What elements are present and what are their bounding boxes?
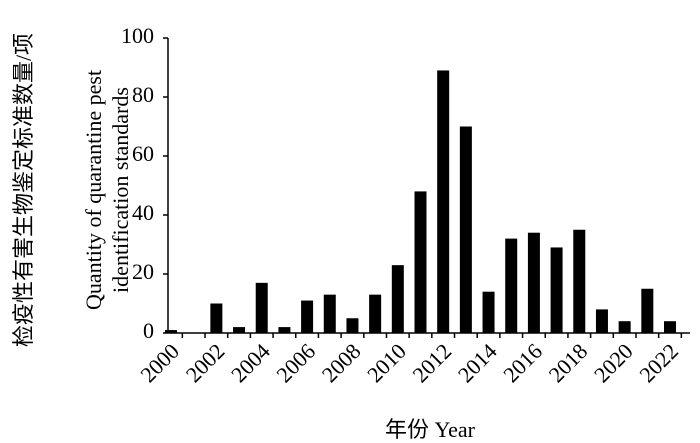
bar: [595, 309, 608, 333]
y-axis-label-en: identification standards: [108, 87, 133, 293]
y-tick-label: 60: [132, 141, 154, 166]
x-tick-label: 2022: [634, 338, 683, 387]
y-axis-label-zh: 检疫性有害生物鉴定标准数量/项: [11, 33, 36, 347]
y-tick-label: 80: [132, 82, 154, 107]
bar: [369, 294, 382, 333]
x-tick-label: 2008: [317, 338, 366, 387]
bar: [414, 191, 427, 333]
bar: [573, 229, 586, 333]
x-tick-label: 2004: [226, 338, 275, 387]
x-tick-label: 2018: [544, 338, 593, 387]
bar: [346, 318, 359, 333]
bar: [233, 327, 246, 333]
bar: [664, 321, 676, 333]
bar: [278, 327, 291, 333]
bar: [505, 238, 518, 333]
y-tick-label: 100: [121, 23, 154, 48]
y-tick-label: 0: [143, 318, 154, 343]
x-tick-label: 2016: [498, 338, 547, 387]
bar: [437, 70, 450, 333]
x-tick-label: 2000: [135, 338, 184, 387]
bar: [301, 300, 314, 333]
x-tick-label: 2006: [271, 338, 320, 387]
x-tick-label: 2010: [362, 338, 411, 387]
x-tick-label: 2014: [453, 338, 502, 387]
bar: [550, 247, 563, 333]
bar: [527, 232, 540, 333]
x-tick-label: 2012: [407, 338, 456, 387]
bar: [459, 126, 472, 333]
bar: [255, 282, 268, 333]
x-axis-label: 年份 Year: [385, 417, 476, 442]
y-axis-label-en: Quantity of quarantine pest: [81, 70, 106, 310]
bar: [210, 303, 223, 333]
y-tick-label: 20: [132, 259, 154, 284]
bar: [641, 288, 654, 333]
bar: [323, 294, 336, 333]
bar: [618, 321, 631, 333]
x-tick-label: 2002: [181, 338, 230, 387]
bar: [165, 330, 177, 333]
bar: [482, 291, 495, 333]
bar: [391, 265, 404, 333]
x-tick-label: 2020: [589, 338, 638, 387]
y-tick-label: 40: [132, 200, 154, 225]
